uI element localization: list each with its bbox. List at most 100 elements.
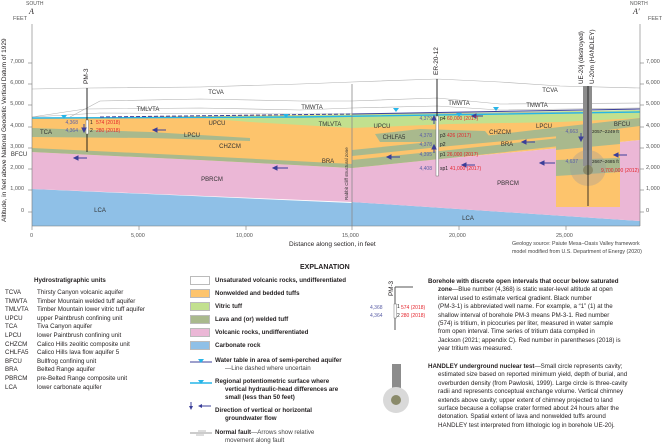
text-line: (PM-3-1) is abbreviated well name. For e… [438,303,613,311]
x-axis-label: Distance along section, in feet [289,241,376,248]
layer-pbrcm [32,140,640,221]
swatch-vitric [190,302,210,311]
unit-label: TMWTA [526,103,548,109]
x-tick: 25,000 [556,233,573,239]
water-level: 4,408 [419,166,432,172]
water-level: 4,378 [419,133,432,139]
north-section-letter: A′ [633,7,640,16]
flow-label: groundwater flow [225,415,277,422]
units-list-title: Hydrostratigraphic units [34,277,106,284]
text-line: from open interval. Time series of triti… [438,328,595,336]
perched-water-table-dashed [99,113,353,118]
text-line: surface because a collapse crater formed… [438,405,619,413]
text-line: shallow interval of borehole PM-3 means … [438,311,610,319]
unit-name: lower Paintbrush confining unit [37,332,122,339]
pm3-open-interval [85,119,89,135]
unit-label: CHZCM [489,130,511,136]
y-tick: 3,000 [646,144,660,150]
water-level: 4,368 [65,120,78,126]
unit-label: TCVA [542,88,558,94]
south-section-letter: A [29,7,34,16]
unit-abbr: CHLFA5 [5,349,29,357]
layer-vitric-tuff [190,110,640,128]
text-line: zone [438,286,453,294]
unit-name: Calico Hills lava flow aquifer 5 [37,349,120,357]
tritium-value: 60,000 (2017) [447,116,479,122]
unit-name: Bullfrog confining unit [37,357,97,365]
text-line: radii and represents conceptual exchange… [438,388,624,396]
unit-label: TMLVTA [136,107,160,113]
unit-label: BRA [321,159,335,165]
water-level: 4,364 [65,128,78,134]
text-line: overburden density (from Pawloski, 1999)… [438,379,628,387]
unit-abbr: TMLVTA [5,306,29,314]
feet-label-left: FEET [13,16,28,22]
interval-depth: 2057–2249 ft [592,129,619,134]
unit-abbr: UPCU [5,314,23,322]
unit-abbr: BRA [5,366,18,374]
unit-abbr: TMWTA [5,297,28,305]
legend-symbols [189,286,413,436]
water-table-markers [61,107,499,119]
potentiometric-label: vertical hydraulic-head differences are [225,386,339,393]
unit-name: Belted Range aquifer [37,366,96,374]
interval-id: 1 [397,304,400,310]
unsaturated-contacts [31,78,641,118]
unit-label: BRA [500,142,514,148]
swatch-label: Nonwelded and bedded tuffs [215,290,300,297]
text-line: —Blue number (4,368) is static water-lev… [452,286,613,294]
unit-name: Timber Mountain lower vitric tuff aquife… [37,306,145,314]
unit-label: TMLVTA [318,122,342,128]
swatch-carbonate [190,341,210,350]
swatch-label: Volcanic rocks, undifferentiated [215,329,309,336]
text-line: detonation. Spatial extent of lava and n… [438,413,606,421]
unit-label: UPCU [373,124,391,130]
tritium-value: 26,000 (2017) [447,152,479,158]
swatch-label: Vitric tuff [215,303,243,310]
unit-abbr: TCVA [5,289,22,296]
unit-abbr: LCA [5,383,18,391]
swatch-lava [190,315,210,324]
layer-bra-left [32,148,352,168]
y-tick: 4,000 [646,123,660,129]
unit-name: pre-Belted Range composite unit [37,375,128,382]
interval-id: 2 [90,128,93,134]
interval-id: p4 [440,116,446,122]
example-borehole-name: PM-3 [388,280,395,296]
unit-abbr: BFCU [5,357,22,365]
flow-label: Direction of vertical or horizontal [215,407,312,414]
south-label: SOUTH [26,1,44,7]
water-level: 4,378 [419,142,432,148]
text-line: HANDLEY test interpreted from lithologic… [438,421,615,429]
water-table-note: —Line dashed where uncertain [225,365,311,372]
potentiometric-label: small (less than 50 feet) [225,394,295,401]
source-line-1: Geology source: Paiute Mesa–Oasis Valley… [512,241,640,247]
handley-description: HANDLEY underground nuclear test—Small c… [428,363,628,430]
layer-bra-upper [352,118,640,156]
x-tick: 10,000 [236,233,253,239]
text-line: year tritium was measured. [438,345,513,353]
text-line: Jackson (2021; appendix C). Red number i… [438,336,621,344]
unit-label: TMWTA [448,101,470,107]
swatch-label: Lava and (or) welded tuff [215,316,289,323]
borehole-name-pm3: PM-3 [83,68,90,84]
unit-name: upper Paintbrush confining unit [37,314,123,322]
potentiometric-label: Regional potentiometric surface where [215,378,330,385]
tritium-value: 9,700,000 (2012) [601,168,640,174]
water-level: 4,637 [565,159,578,165]
text-line: estimated size based on reported minimum… [438,371,628,379]
y-tick: 0 [20,208,24,214]
text-line: Borehole with discrete open intervals th… [428,278,619,285]
x-tick: 5,000 [131,233,145,239]
interval-id: p2 [440,142,446,148]
text-line: —Small circle represents cavity; [534,363,623,370]
unit-label: LPCU [183,133,201,139]
fault-legend-note: movement along fault [225,437,285,444]
unit-label: UPCU [208,121,226,127]
unit-label: BFCU [10,152,28,158]
x-tick: 0 [30,233,34,239]
unit-label: CHZCM [219,144,241,150]
fault-label: Rabbit Cliff structural zone [344,147,349,200]
unit-label: PBRCM [497,181,519,187]
